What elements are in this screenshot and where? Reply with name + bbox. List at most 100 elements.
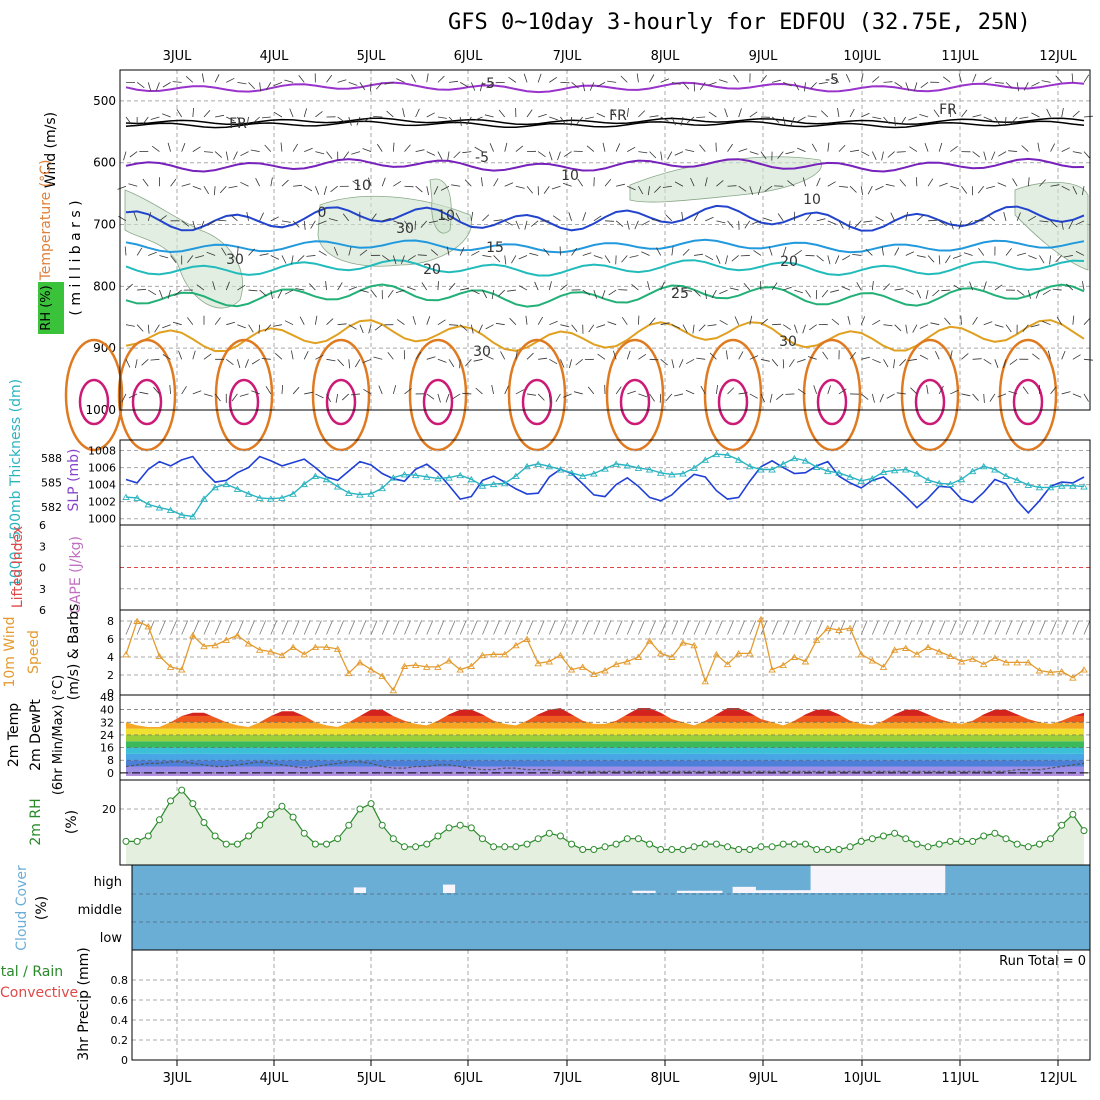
- rh-marker: [824, 846, 832, 853]
- wind10-barb: [727, 620, 734, 635]
- wind-barb: [560, 284, 568, 291]
- wind-barb: [983, 358, 992, 365]
- wind-barb: [607, 80, 617, 83]
- wind-barb: [392, 255, 397, 265]
- wind-barb: [280, 142, 283, 152]
- thickness-marker: [1035, 483, 1044, 491]
- wind-barb: [716, 255, 721, 264]
- rh-marker: [879, 832, 887, 840]
- thickness-marker: [913, 470, 921, 477]
- wind10-barb: [237, 620, 244, 635]
- rh-marker: [490, 843, 498, 851]
- wind-barb: [704, 290, 707, 300]
- wind-barb: [647, 186, 650, 196]
- rh-marker: [445, 824, 453, 832]
- wind-barb: [557, 151, 561, 161]
- wind10-barb: [415, 620, 422, 635]
- wind10-marker: [1013, 659, 1021, 666]
- wind-barb: [549, 320, 558, 326]
- wind-barb: [690, 177, 695, 187]
- wind-barb: [662, 185, 672, 188]
- date-label-bottom: 4JUL: [260, 1071, 290, 1086]
- wind-barb: [764, 185, 773, 192]
- wind-barb: [1012, 178, 1018, 187]
- rh-marker: [501, 843, 509, 851]
- wind-barb: [552, 215, 561, 222]
- wind-barb: [905, 251, 915, 256]
- thickness-marker: [957, 475, 966, 483]
- wind-barb: [582, 82, 586, 92]
- ylabel-cloud-unit: (%): [34, 896, 50, 920]
- contour-label: -5: [475, 150, 489, 166]
- wind-barb: [293, 184, 303, 187]
- wind-barb: [960, 315, 962, 325]
- wind-barb: [153, 386, 160, 395]
- temp-band: [126, 760, 1084, 767]
- cape-lifted-panel: 6 3 0 3 6: [39, 519, 1090, 617]
- wind-barb: [1061, 350, 1066, 360]
- wind-barb: [315, 111, 323, 118]
- contour-label: 15: [486, 240, 504, 256]
- wind-barb: [449, 324, 459, 326]
- wind-barb: [426, 73, 429, 83]
- wind-barb: [192, 185, 202, 190]
- thickness-marker: [634, 464, 643, 471]
- wind10-marker: [991, 654, 999, 661]
- thickness-marker: [155, 504, 164, 511]
- ylabel-lifted: Lifted Index: [10, 526, 26, 608]
- rh-marker: [980, 832, 988, 840]
- wind-barb: [315, 151, 325, 155]
- wind-barb: [952, 255, 962, 259]
- rh-marker: [155, 816, 163, 824]
- wind10-barb: [170, 620, 177, 635]
- wind-barb: [297, 255, 305, 262]
- ylabel-temp-b: 2m DewPt: [28, 699, 44, 771]
- wind-barb: [393, 180, 402, 187]
- wind-barb: [698, 324, 706, 332]
- wind-barb: [660, 359, 668, 366]
- wind-barb: [788, 359, 795, 368]
- wind10-marker: [935, 648, 943, 655]
- wind-barb: [387, 351, 394, 360]
- wind-barb: [543, 185, 550, 194]
- wind-barb: [777, 213, 784, 222]
- wind-barb: [549, 76, 558, 83]
- wind-barb: [783, 286, 792, 291]
- wind-barb: [1075, 220, 1085, 226]
- wind-barb: [794, 82, 800, 91]
- rh-marker: [434, 832, 442, 840]
- rh-legend-swatch: [38, 282, 64, 334]
- wind-barb: [196, 284, 205, 291]
- wind-barb: [448, 283, 456, 291]
- wind-barb: [797, 116, 806, 122]
- wind-barb: [538, 357, 548, 360]
- wind-barb: [270, 289, 273, 299]
- wind-barb: [660, 151, 663, 161]
- wind-barb: [448, 80, 459, 83]
- wind10-marker: [1035, 667, 1044, 674]
- wind-barb: [159, 255, 169, 259]
- wind-barb: [304, 391, 314, 395]
- thickness-marker: [500, 479, 509, 487]
- wind-barb: [685, 149, 695, 152]
- rh-marker: [556, 832, 564, 840]
- wind-barb: [221, 247, 227, 256]
- wind-barb: [181, 183, 191, 187]
- thickness-marker: [478, 482, 487, 489]
- wind-barb: [1016, 289, 1025, 296]
- wind10-barb: [337, 620, 345, 635]
- wind-barb: [509, 317, 517, 325]
- thickness-marker: [344, 489, 353, 496]
- wind-barb: [627, 146, 636, 152]
- wind-barb: [489, 143, 494, 152]
- wind-barb: [626, 108, 629, 118]
- wind-barb: [1050, 220, 1058, 228]
- wind-barb: [944, 317, 951, 325]
- wind10-barb: [593, 620, 601, 635]
- wind-barb: [493, 255, 501, 263]
- rh-marker: [133, 837, 141, 845]
- cape-tick: 0: [39, 562, 46, 575]
- wind-barb: [654, 185, 661, 193]
- wind-barb: [192, 146, 201, 152]
- wind10-marker: [668, 653, 676, 660]
